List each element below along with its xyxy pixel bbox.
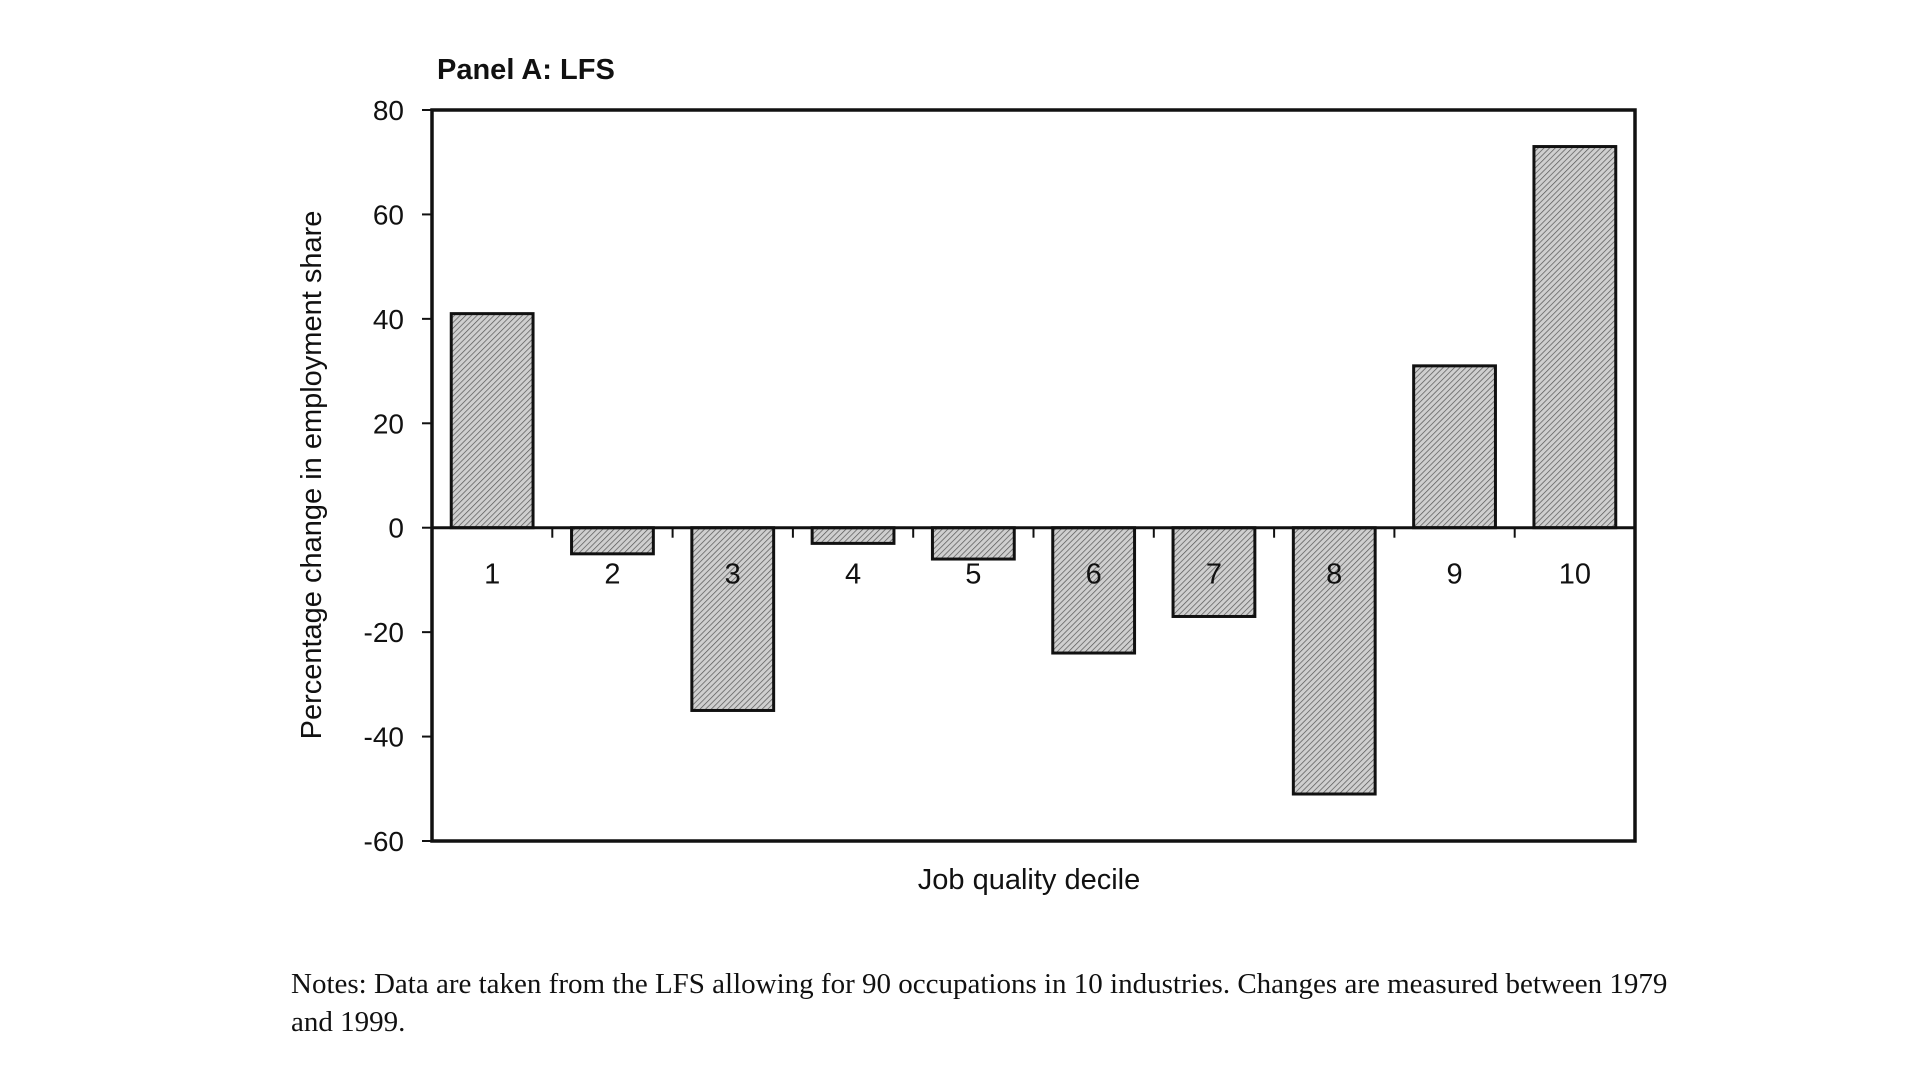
y-tick-label: 60 xyxy=(373,199,404,230)
figure-notes: Notes: Data are taken from the LFS allow… xyxy=(291,968,1668,1038)
y-axis-label: Percentage change in employment share xyxy=(296,211,328,740)
plot-frame xyxy=(430,108,1637,843)
x-tick-label: 6 xyxy=(1086,559,1102,591)
x-tick-label: 7 xyxy=(1206,559,1222,591)
bar xyxy=(449,312,535,530)
bar xyxy=(1051,526,1137,655)
bar xyxy=(810,526,896,545)
bar xyxy=(570,526,655,556)
y-tick-label: -20 xyxy=(364,617,404,648)
y-tick-label: 80 xyxy=(373,95,404,126)
chart-title: Panel A: LFS xyxy=(437,54,615,86)
x-tick-label: 1 xyxy=(484,559,500,591)
x-tick-label: 3 xyxy=(725,559,741,591)
x-tick-label: 5 xyxy=(965,559,981,591)
y-axis: 80 60 40 20 0 -20 -40 -60 xyxy=(364,95,432,857)
bars-group xyxy=(449,145,1618,796)
bar xyxy=(690,526,776,712)
y-tick-label: -40 xyxy=(364,722,404,753)
y-tick-label: -60 xyxy=(364,826,404,857)
x-tick-label: 4 xyxy=(845,559,861,591)
x-tick-label: 9 xyxy=(1446,559,1462,591)
bar xyxy=(1532,145,1618,530)
x-tick-label: 10 xyxy=(1559,559,1591,591)
bar xyxy=(1412,364,1497,530)
x-axis: 1 2 3 4 5 6 7 8 9 10 xyxy=(431,527,1636,591)
y-tick-label: 20 xyxy=(373,408,404,439)
x-tick-label: 2 xyxy=(604,559,620,591)
y-tick-label: 40 xyxy=(373,304,404,335)
x-axis-label: Job quality decile xyxy=(918,864,1140,896)
y-tick-label: 0 xyxy=(388,513,404,544)
x-tick-label: 8 xyxy=(1326,559,1342,591)
bar xyxy=(930,526,1016,561)
